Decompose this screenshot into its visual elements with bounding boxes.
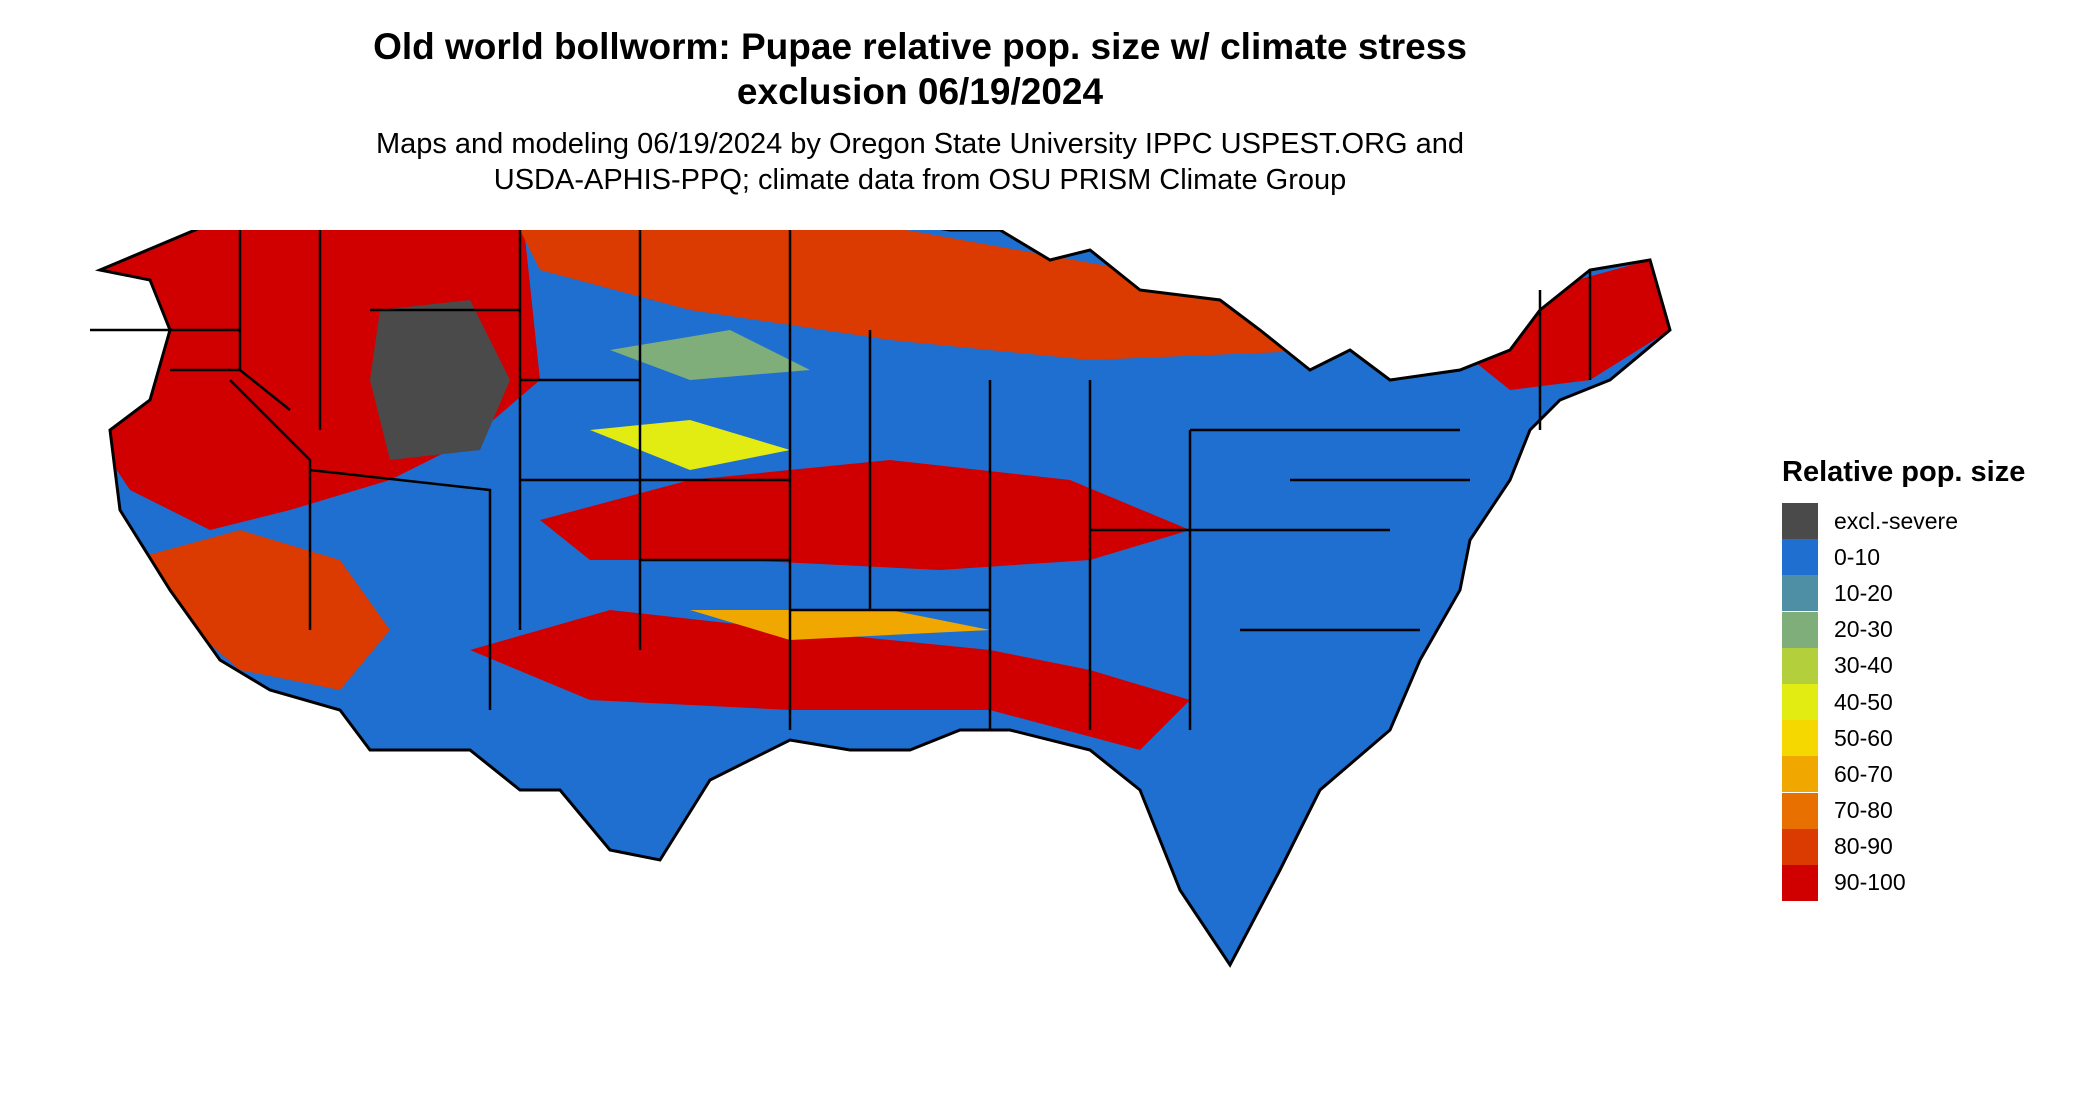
state-borders [90,230,1592,730]
legend-label: 90-100 [1834,869,1906,896]
legend-label: 30-40 [1834,652,1893,679]
legend-swatch [1782,539,1818,576]
region-southern-band-90-100 [470,610,1190,750]
legend-title: Relative pop. size [1782,456,2026,488]
region-northeast-90-100 [1460,260,1670,390]
legend-swatch [1782,575,1818,612]
map-title-line-1: Old world bollworm: Pupae relative pop. … [373,26,1467,67]
legend-label: 70-80 [1834,797,1893,824]
region-central-band-90-100 [540,460,1190,570]
legend-item: excl.-severe [1782,503,2082,540]
legend-swatch [1782,684,1818,721]
legend-swatch [1782,792,1818,829]
legend-item: 90-100 [1782,864,2082,901]
legend-item: 40-50 [1782,684,2082,721]
legend-swatch [1782,828,1818,865]
legend-item: 0-10 [1782,539,2082,576]
legend-item: 50-60 [1782,720,2082,757]
legend-label: 10-20 [1834,579,1893,606]
legend-label: 80-90 [1834,833,1893,860]
legend-label: 20-30 [1834,616,1893,643]
region-southwest-80-90 [130,530,390,690]
legend-swatch [1782,611,1818,648]
map-title-line-2: exclusion 06/19/2024 [736,71,1104,112]
map-regions [100,230,1670,965]
us-population-map [90,230,1672,968]
legend-swatch [1782,864,1818,901]
legend-swatch [1782,720,1818,757]
legend-item: 60-70 [1782,756,2082,793]
us-boundary [94,230,1672,968]
legend-swatch [1782,503,1818,540]
region-northern-band-80-90 [510,230,1330,360]
region-transition-60-70 [690,610,990,640]
legend-item: 70-80 [1782,792,2082,829]
legend-label: 50-60 [1834,724,1893,751]
map-title: Old world bollworm: Pupae relative pop. … [300,24,1540,114]
legend-item: 30-40 [1782,647,2082,684]
map-subtitle-line-1: Maps and modeling 06/19/2024 by Oregon S… [375,128,1465,160]
legend-label: 0-10 [1834,543,1881,570]
map-subtitle-line-2: USDA-APHIS-PPQ; climate data from OSU PR… [493,164,1347,196]
legend-item: 10-20 [1782,575,2082,612]
map-subtitle: Maps and modeling 06/19/2024 by Oregon S… [300,126,1540,198]
region-transition-20-30 [610,330,810,380]
legend-label: 40-50 [1834,688,1893,715]
legend-label: 60-70 [1834,760,1893,787]
legend-item: 80-90 [1782,828,2082,865]
legend-items: excl.-severe 0-10 10-20 20-30 30-40 40-50 50-6… [1782,503,2082,901]
legend-swatch [1782,647,1818,684]
legend-label: excl.-severe [1834,507,1958,534]
region-excl-severe-montana [370,300,510,460]
legend-item: 20-30 [1782,611,2082,648]
legend-swatch [1782,756,1818,793]
legend: Relative pop. size excl.-severe 0-10 10-20… [1782,455,2082,901]
